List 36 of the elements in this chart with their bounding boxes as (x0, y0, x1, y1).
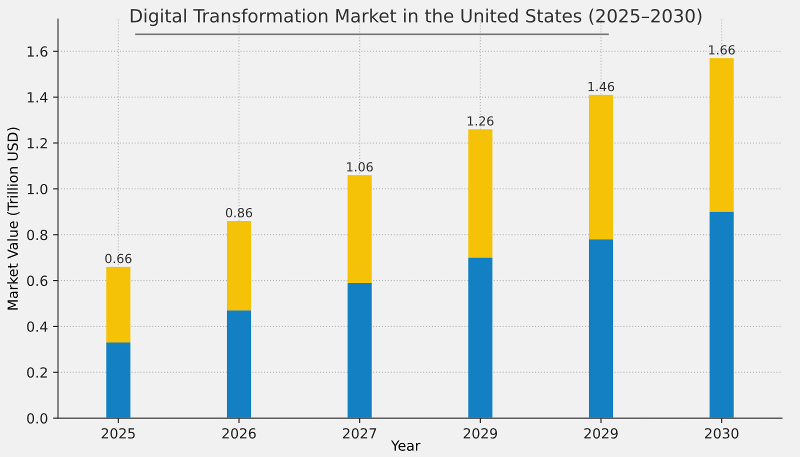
x-tick-label: 2026 (222, 428, 256, 439)
y-tick-label: 1.2 (28, 138, 47, 148)
y-tick-label: 0.8 (27, 230, 48, 240)
annotation: 1.46 (588, 82, 614, 92)
y-tick-label: 1.0 (28, 184, 48, 194)
annotation: 1.06 (347, 162, 373, 172)
bar (468, 129, 492, 258)
bar (106, 266, 130, 342)
bar (710, 58, 734, 212)
y-tick-label: 0.4 (27, 321, 48, 332)
y-axis-title: Market Value (Trillion USD) (7, 128, 20, 310)
bar (710, 212, 734, 418)
annotation: 0.66 (105, 254, 132, 264)
y-tick-label: 0.2 (27, 367, 47, 378)
bar (348, 175, 372, 283)
annotation: 0.86 (226, 208, 252, 218)
annotation: 1.26 (468, 116, 494, 126)
bar (106, 342, 130, 418)
x-tick-label: 2025 (102, 428, 135, 439)
bar (348, 282, 372, 418)
x-tick-label: 2029 (584, 428, 618, 439)
y-tick-label: 1.6 (28, 46, 48, 57)
y-tick-label: 0.0 (27, 413, 48, 424)
y-tick-label: 0.6 (27, 276, 48, 286)
bar (226, 220, 252, 310)
bar (226, 310, 252, 418)
x-axis-title: Year (391, 440, 420, 451)
annotation: 1.66 (709, 45, 735, 55)
x-tick-label: 2027 (343, 428, 376, 439)
chart-title: Digital Transformation Market in the United States (2025–2030) (130, 8, 702, 26)
bar (588, 94, 614, 240)
bar (588, 239, 614, 418)
x-tick-label: 2030 (705, 428, 738, 439)
x-tick-label: 2029 (464, 428, 498, 439)
y-tick-label: 1.4 (28, 92, 48, 102)
bar (468, 258, 492, 418)
